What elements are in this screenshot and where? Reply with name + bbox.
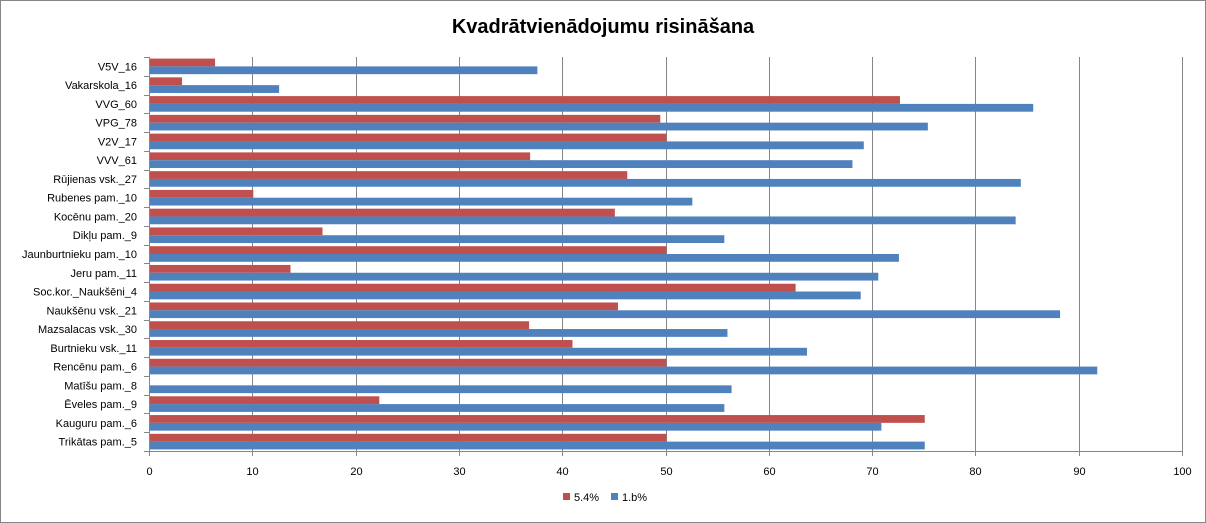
legend-label: 5.4%: [574, 492, 599, 504]
category-label: Jeru pam._11: [71, 268, 137, 280]
bar-series-1-16: [150, 366, 1098, 375]
bar-series-1-10: [150, 254, 899, 262]
category-label: Matīšu pam._8: [64, 380, 137, 392]
bar-series-1-18: [150, 404, 725, 412]
bar-series-1-11: [150, 272, 879, 281]
bar-series-1-7: [150, 197, 693, 206]
x-tick-labels: 0 10 20 30 40 50 60 70 80 90 100: [146, 466, 1191, 478]
bar-series-0-7: [150, 189, 254, 198]
x-tick-label: 90: [1073, 466, 1085, 478]
category-label: Vakarskola_16: [65, 80, 137, 92]
category-label: Soc.kor._Naukšēni_4: [33, 287, 137, 299]
axes: [144, 57, 1183, 456]
category-label: VVV_61: [97, 155, 137, 167]
x-tick-label: 60: [763, 466, 775, 478]
x-tick-label: 0: [146, 466, 152, 478]
bar-series-0-9: [150, 227, 323, 236]
legend: 5.4% 1.b%: [563, 492, 647, 504]
bar-series-1-14: [150, 329, 728, 337]
bar-series-0-13: [150, 302, 618, 311]
bar-series-1-0: [150, 66, 538, 75]
x-tick-label: 80: [969, 466, 981, 478]
bar-series-1-15: [150, 347, 807, 356]
chart-title: Kvadrātvienādojumu risināšana: [452, 16, 755, 38]
bar-series-0-18: [150, 396, 380, 405]
legend-swatch: [611, 493, 618, 500]
bar-series-0-19: [150, 415, 925, 423]
bar-series-1-19: [150, 422, 882, 431]
bar-series-1-20: [150, 441, 925, 450]
category-label: Rubenes pam._10: [47, 193, 137, 205]
bar-series-0-0: [150, 58, 216, 67]
category-label: Mazsalacas vsk._30: [38, 324, 137, 336]
bar-series-0-2: [150, 96, 900, 104]
category-labels: V5V_16 Vakarskola_16 VVG_60 VPG_78 V2V_17 VVV…: [22, 61, 137, 448]
bar-series-0-12: [150, 283, 796, 292]
category-label: VVG_60: [95, 99, 137, 111]
category-label: Trikātas pam._5: [59, 437, 137, 449]
x-tick-label: 10: [246, 466, 258, 478]
legend-swatch: [563, 493, 570, 500]
x-tick-label: 20: [350, 466, 362, 478]
bar-series-1-5: [150, 160, 853, 168]
bar-series-0-11: [150, 264, 291, 273]
bar-series-1-2: [150, 103, 1034, 112]
bar-series-0-16: [150, 358, 667, 367]
bar-series-1-6: [150, 178, 1021, 187]
bars: [150, 58, 1098, 450]
bar-series-0-10: [150, 246, 667, 254]
bar-series-1-4: [150, 141, 864, 150]
bar-series-0-15: [150, 340, 573, 348]
legend-label: 1.b%: [622, 492, 647, 504]
x-tick-label: 100: [1173, 466, 1191, 478]
category-label: Rūjienas vsk._27: [53, 174, 137, 186]
bar-series-1-8: [150, 216, 1016, 225]
category-label: Naukšēnu vsk._21: [47, 305, 138, 317]
bar-series-0-5: [150, 152, 531, 161]
bar-series-1-1: [150, 85, 280, 93]
x-tick-label: 70: [866, 466, 878, 478]
category-label: Kocēnu pam._20: [54, 211, 137, 223]
category-label: Ēveles pam._9: [64, 399, 137, 411]
category-label: V5V_16: [98, 61, 137, 73]
bar-series-0-20: [150, 433, 667, 442]
x-tick-label: 50: [660, 466, 672, 478]
x-tick-label: 30: [453, 466, 465, 478]
category-label: Jaunburtnieku pam._10: [22, 249, 137, 261]
bar-series-0-8: [150, 208, 615, 217]
category-label: V2V_17: [98, 136, 137, 148]
category-label: Rencēnu pam._6: [53, 362, 137, 374]
bar-series-0-6: [150, 171, 628, 179]
bar-series-0-3: [150, 114, 661, 123]
category-label: VPG_78: [95, 118, 137, 130]
bar-series-1-9: [150, 235, 725, 244]
x-tick-label: 40: [556, 466, 568, 478]
bar-series-0-1: [150, 77, 183, 86]
bar-series-1-12: [150, 291, 861, 300]
category-label: Dikļu pam._9: [73, 230, 137, 242]
bar-series-1-13: [150, 310, 1061, 319]
category-label: Kauguru pam._6: [56, 418, 137, 430]
category-label: Burtnieku vsk._11: [50, 343, 137, 355]
bar-series-0-14: [150, 321, 530, 330]
bar-series-0-4: [150, 133, 667, 142]
bar-series-1-3: [150, 122, 928, 131]
bar-series-1-17: [150, 385, 732, 394]
